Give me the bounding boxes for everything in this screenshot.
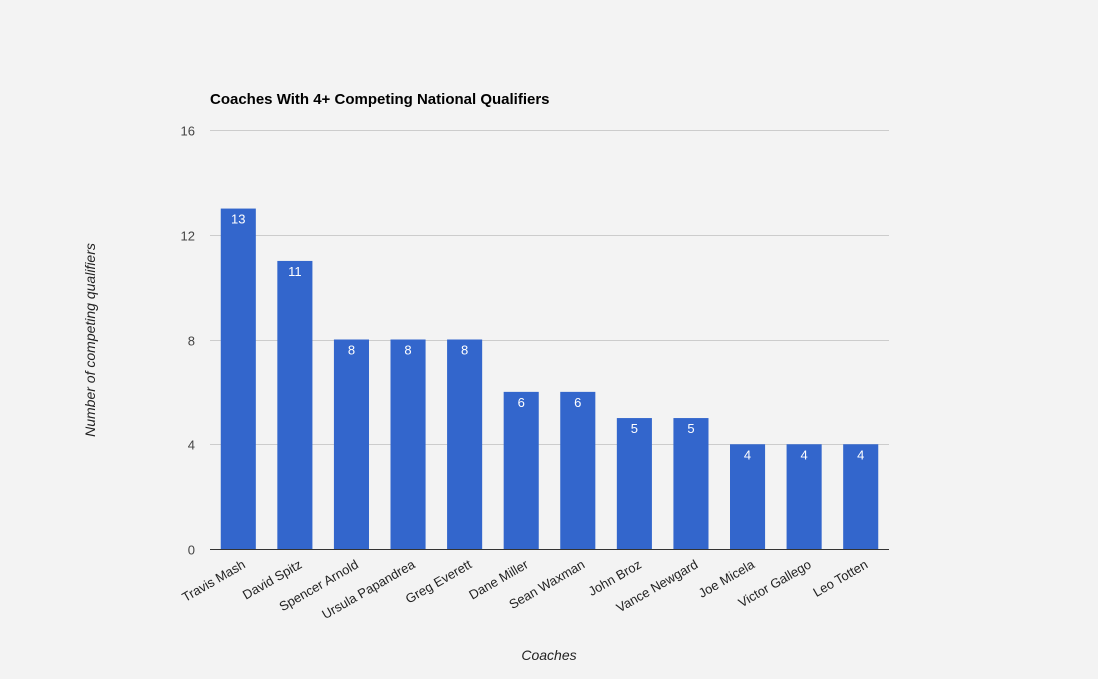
y-tick-label: 0: [188, 543, 195, 558]
data-label: 4: [801, 447, 808, 462]
bar: [333, 339, 369, 549]
data-label: 13: [231, 212, 245, 227]
data-label: 5: [631, 421, 638, 436]
x-category-label: Ursula Papandrea: [319, 556, 418, 622]
data-labels: 13 11 8 8 8 6 6 5 5 4 4 4: [231, 212, 864, 463]
bar: [560, 391, 596, 549]
y-axis-ticks: 0 4 8 12 16: [181, 124, 195, 558]
bar: [277, 260, 313, 549]
y-tick-label: 8: [188, 334, 195, 349]
chart-title: Coaches With 4+ Competing National Quali…: [210, 91, 550, 108]
bar: [390, 339, 426, 549]
x-category-label: Travis Mash: [179, 557, 247, 605]
bar: [786, 444, 822, 549]
data-label: 5: [687, 421, 694, 436]
y-tick-label: 12: [181, 229, 195, 244]
bar: [616, 418, 652, 549]
y-tick-label: 4: [188, 438, 195, 453]
data-label: 11: [288, 264, 302, 279]
bars: [220, 208, 879, 549]
y-tick-label: 16: [181, 124, 195, 139]
bar: [843, 444, 879, 549]
x-axis-title: Coaches: [521, 647, 576, 663]
bar: [673, 418, 709, 549]
data-label: 4: [857, 447, 864, 462]
y-axis-title: Number of competing qualifiers: [82, 243, 98, 437]
data-label: 8: [348, 343, 355, 358]
data-label: 6: [518, 395, 525, 410]
bar: [730, 444, 766, 549]
bar: [447, 339, 483, 549]
bar: [220, 208, 256, 549]
data-label: 8: [404, 343, 411, 358]
bar: [503, 391, 539, 549]
data-label: 4: [744, 447, 751, 462]
gridlines: [210, 130, 889, 445]
data-label: 6: [574, 395, 581, 410]
data-label: 8: [461, 343, 468, 358]
x-category-label: Leo Totten: [810, 557, 870, 600]
